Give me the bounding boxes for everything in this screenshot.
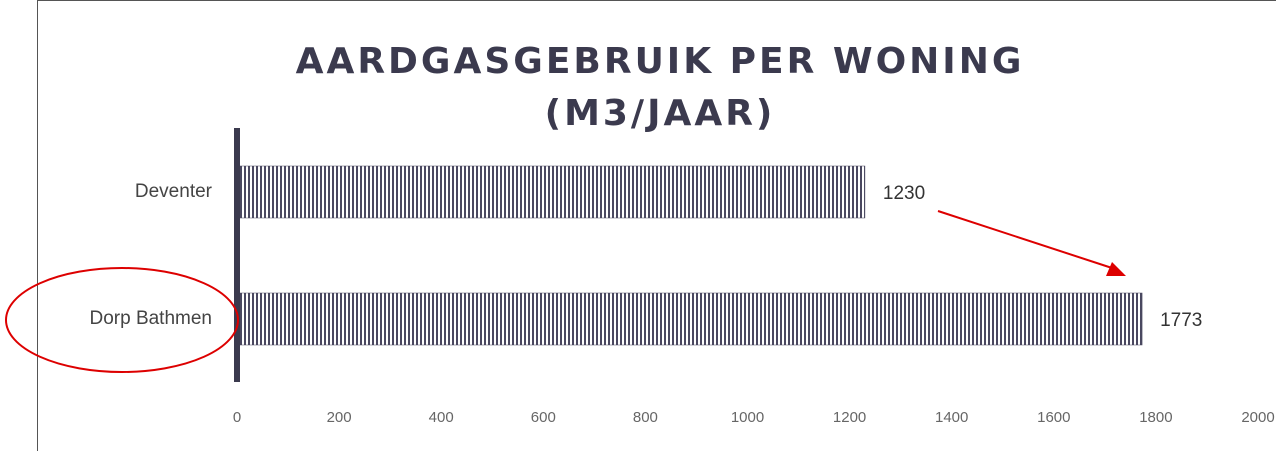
highlight-ellipse [5, 267, 239, 373]
arrow-line [937, 210, 1113, 269]
x-tick-label: 1600 [1037, 409, 1070, 426]
chart-title: AARDGASGEBRUIK PER WONING (M3/JAAR) [295, 41, 1025, 134]
y-tick-label: Dorp Bathmen [89, 308, 212, 329]
x-tick-label: 1200 [833, 409, 866, 426]
x-tick-label: 800 [633, 409, 658, 426]
bar [236, 165, 866, 219]
x-tick-label: 1400 [935, 409, 968, 426]
frame [37, 0, 1276, 451]
y-tick-label: Deventer [135, 181, 213, 202]
data-label: 1230 [883, 183, 925, 204]
data-label: 1773 [1160, 310, 1202, 331]
x-tick-label: 0 [233, 409, 241, 426]
x-tick-label: 2000 [1241, 409, 1274, 426]
x-tick-label: 200 [327, 409, 352, 426]
x-tick-label: 600 [531, 409, 556, 426]
arrow-head [1106, 262, 1126, 276]
bar [236, 292, 1143, 346]
x-tick-label: 1800 [1139, 409, 1172, 426]
x-tick-label: 400 [429, 409, 454, 426]
x-tick-label: 1000 [731, 409, 764, 426]
